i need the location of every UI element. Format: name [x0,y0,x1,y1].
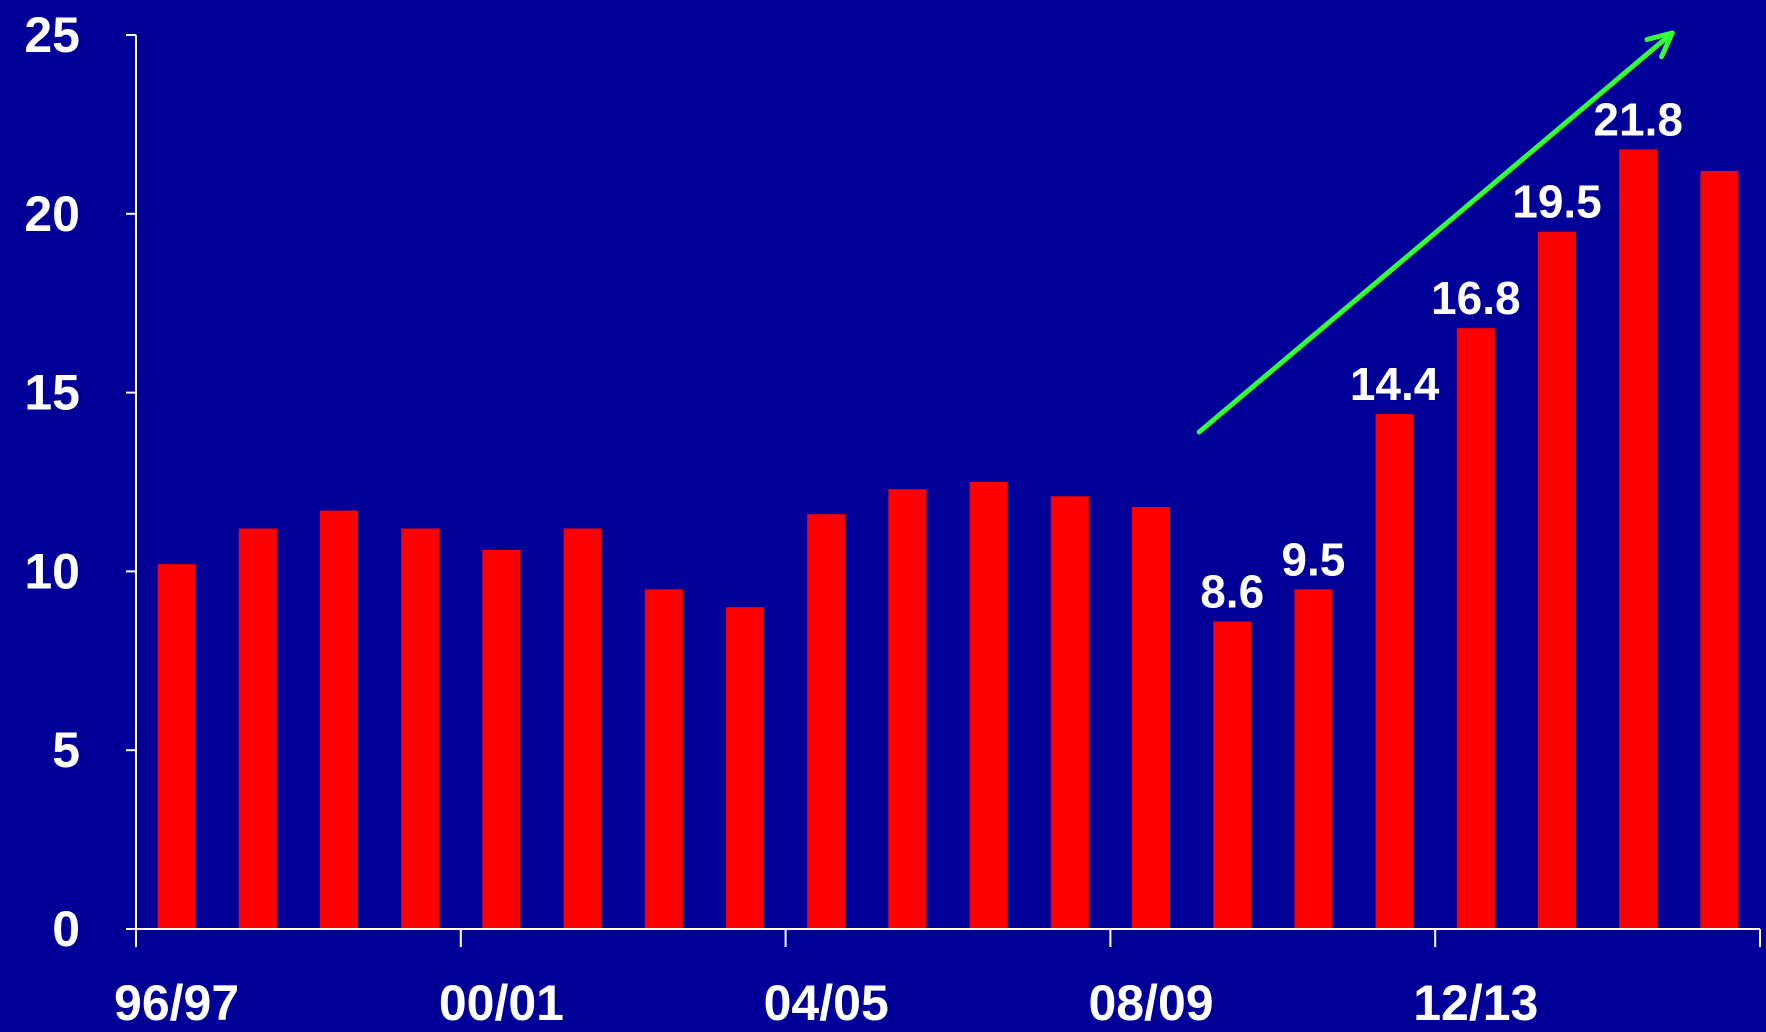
bar-9 [888,489,927,929]
bar-5 [563,528,602,929]
bar-14 [1294,589,1333,929]
x-tick-label-2: 04/05 [764,975,889,1031]
trend-arrow [1196,30,1675,435]
bar-4 [482,549,521,929]
bar-10 [969,482,1008,929]
x-tick-label-1: 00/01 [439,975,564,1031]
data-label-16: 16.8 [1431,272,1521,324]
bar-6 [644,589,683,929]
data-label-14: 9.5 [1281,533,1345,585]
x-tick-label-4: 12/13 [1413,975,1538,1031]
bar-0 [157,564,196,929]
trend-arrow-shaft [1196,30,1675,435]
bar-1 [238,528,277,929]
bar-16 [1456,328,1495,929]
y-tick-label-15: 15 [24,365,80,421]
data-label-17: 19.5 [1512,176,1602,228]
y-tick-label-5: 5 [52,722,80,778]
bar-17 [1538,231,1576,929]
bar-13 [1213,621,1252,929]
bar-19 [1700,170,1739,929]
bar-15 [1375,414,1414,930]
bar-11 [1050,496,1089,929]
data-label-15: 14.4 [1350,358,1440,410]
bars-group [157,149,1739,930]
y-tick-label-20: 20 [24,186,80,242]
y-tick-label-10: 10 [24,543,80,599]
data-label-18: 21.8 [1593,93,1683,145]
bar-12 [1132,507,1170,929]
y-tick-label-25: 25 [24,7,80,63]
bar-2 [320,510,358,929]
bar-7 [726,607,764,929]
bar-8 [807,514,846,929]
data-label-13: 8.6 [1200,566,1264,618]
axes-group: 0 5 10 15 20 25 96/97 00/01 04/05 08/09 12/13 [24,7,1761,1031]
x-tick-label-3: 08/09 [1088,975,1213,1031]
data-labels-group: 8.6 9.5 14.4 16.8 19.5 21.8 [1200,93,1683,617]
trend-arrow-head [1644,30,1675,60]
bar-3 [401,528,440,929]
bar-18 [1619,149,1658,929]
x-tick-label-0: 96/97 [114,975,239,1031]
y-tick-label-0: 0 [52,901,80,957]
